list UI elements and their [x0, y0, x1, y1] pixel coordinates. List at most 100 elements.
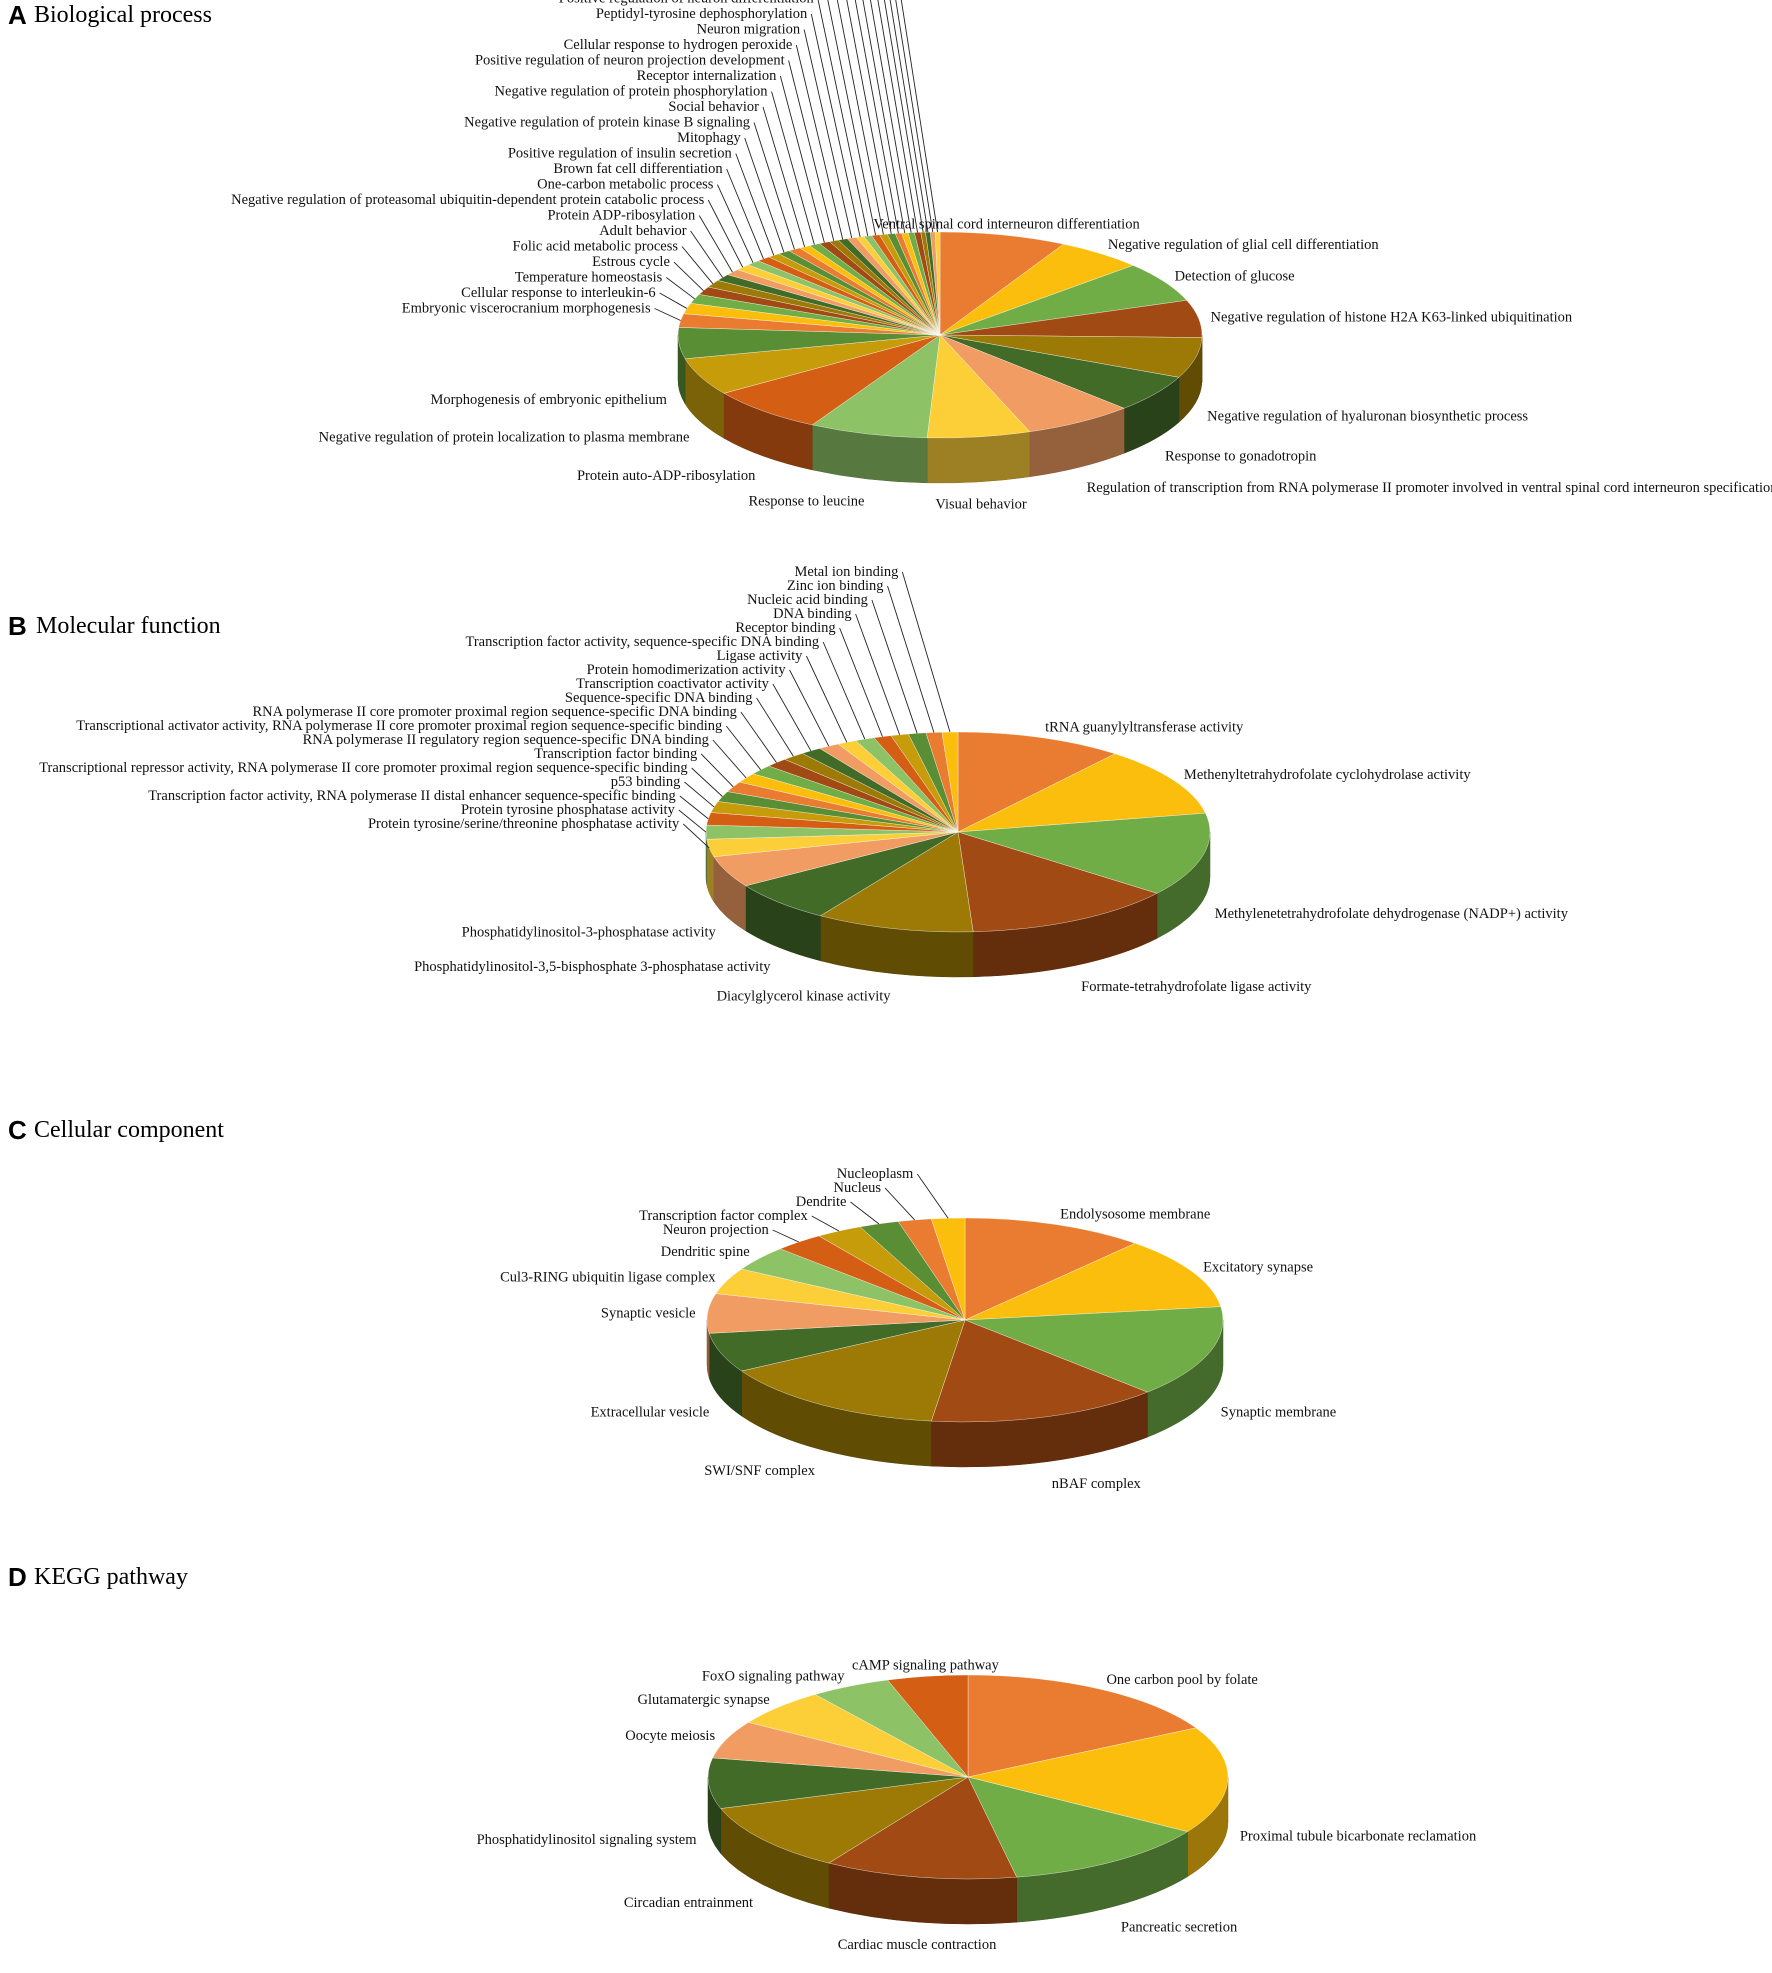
pie-side-protein-tyrosine-phosphatase-activity	[705, 831, 707, 885]
label-leader-line	[756, 697, 794, 757]
slice-label: Transcription coactivator activity	[576, 676, 769, 692]
pie-labels: Endolysosome membrane Excitatory synapse S…	[500, 1166, 1336, 1492]
slice-label: One carbon pool by folate	[1106, 1672, 1257, 1688]
pie-side-visual-behavior	[926, 431, 1031, 484]
label-leader-line	[884, 1187, 915, 1221]
label-leader-line	[855, 613, 901, 735]
slice-label: RNA polymerase II regulatory region sequ…	[303, 732, 709, 748]
pie-labels: One carbon pool by folate Proximal tubule…	[477, 1657, 1477, 1953]
pie-slices	[677, 231, 1203, 439]
slice-label: Embryonic viscerocranium morphogenesis	[402, 301, 651, 317]
label-leader-line	[707, 199, 744, 268]
label-leader-line	[681, 246, 714, 284]
slice-phosphatidylinositol-3-5-bisphosphate-3-	[745, 831, 959, 916]
slice-label: Nucleus	[834, 1180, 882, 1196]
slice-label: Negative regulation of protein kinase B …	[464, 115, 750, 131]
label-leader-line	[659, 292, 688, 309]
slice-label: Oocyte meiosis	[625, 1728, 715, 1744]
label-leader-line	[827, 0, 877, 236]
label-leader-line	[889, 0, 929, 233]
slice-label: Detection of glucose	[1175, 269, 1295, 285]
label-leader-line	[673, 261, 704, 291]
slice-response-to-leucine	[811, 334, 941, 439]
pie-slices	[706, 1217, 1224, 1423]
slice-label: Regulation of transcription from RNA pol…	[1087, 480, 1772, 496]
label-leader-line	[654, 308, 681, 321]
label-leader-line	[795, 44, 844, 240]
slice-label: Cardiac muscle contraction	[838, 1937, 997, 1953]
label-leader-line	[678, 809, 707, 833]
cellular-component-pie: Endolysosome membrane Excitatory synapse S…	[500, 1166, 1336, 1492]
slice-label: Negative regulation of protein phosphory…	[495, 84, 769, 100]
slice-label: Transcriptional activator activity, RNA …	[76, 718, 722, 734]
slice-label: Brown fat cell differentiation	[553, 161, 723, 177]
panel-molecular-function: B Molecular function tRNA guanylyltransf…	[8, 564, 1569, 1004]
panel-b-letter: B	[8, 611, 27, 641]
slice-label: cAMP signaling pathway	[852, 1657, 1000, 1673]
slice-label: Cellular response to hydrogen peroxide	[564, 37, 793, 53]
slice-label: Neuron projection	[663, 1222, 770, 1238]
slice-label: FoxO signaling pathway	[702, 1668, 845, 1684]
panel-a-letter: A	[8, 0, 27, 30]
slice-label: Cellular response to interleukin-6	[461, 285, 656, 301]
slice-pancreatic-secretion	[967, 1776, 1188, 1878]
slice-label: Response to leucine	[749, 494, 865, 510]
slice-label: Negative regulation of histone H2A K63-l…	[1211, 310, 1573, 326]
slice-diacylglycerol-kinase-activity	[820, 831, 974, 933]
slice-phosphatidylinositol-signaling-system	[707, 1757, 969, 1809]
slice-label: Cul3-RING ubiquitin ligase complex	[500, 1269, 716, 1285]
label-leader-line	[916, 1173, 949, 1219]
label-leader-line	[839, 627, 883, 737]
slice-label: Phosphatidylinositol-3,5-bisphosphate 3-…	[414, 959, 771, 975]
slice-label: Dendritic spine	[661, 1244, 750, 1260]
label-leader-line	[740, 711, 777, 763]
slice-label: Response to gonadotropin	[1165, 449, 1317, 465]
biological-process-pie: Ventral spinal cord interneuron differen…	[231, 0, 1772, 513]
slice-label: Positive regulation of neuron differenti…	[559, 0, 815, 7]
panel-d-title: KEGG pathway	[34, 1564, 188, 1590]
slice-label: Protein auto-ADP-ribosylation	[577, 468, 756, 484]
slice-label: Negative regulation of protein localizat…	[319, 430, 690, 446]
slice-label: Dendrite	[796, 1194, 847, 1210]
label-leader-line	[806, 655, 848, 743]
slice-label: Mitophagy	[677, 130, 741, 146]
slice-label: Receptor internalization	[637, 68, 777, 84]
label-leader-line	[871, 599, 918, 734]
pie-labels: Ventral spinal cord interneuron differen…	[231, 0, 1772, 513]
label-leader-line	[788, 60, 835, 241]
label-leader-line	[700, 753, 734, 788]
label-leader-line	[712, 739, 747, 779]
slice-label: nBAF complex	[1052, 1476, 1142, 1492]
slice-label: Sequence-specific DNA binding	[565, 690, 753, 706]
slice-label: Glutamatergic synapse	[638, 1692, 770, 1708]
label-leader-line	[753, 122, 795, 250]
slice-label: Positive regulation of insulin secretion	[508, 146, 733, 162]
label-leader-line	[690, 230, 723, 278]
label-leader-line	[691, 767, 723, 797]
slice-label: Negative regulation of hyaluronan biosyn…	[1207, 409, 1528, 425]
slice-one-carbon-pool-by-folate	[967, 1674, 1197, 1778]
slice-label: Methenyltetrahydrofolate cyclohydrolase …	[1184, 767, 1471, 783]
label-leader-line	[810, 13, 861, 238]
label-leader-line	[744, 137, 785, 253]
slice-label: Adult behavior	[599, 223, 687, 239]
slice-label: Protein ADP-ribosylation	[547, 208, 696, 224]
slice-label: Zinc ion binding	[787, 578, 884, 594]
slice-label: Transcription factor activity, RNA polym…	[148, 788, 676, 804]
slice-circadian-entrainment	[720, 1776, 969, 1864]
slice-label: Endolysosome membrane	[1060, 1206, 1210, 1222]
slice-label: tRNA guanylyltransferase activity	[1045, 719, 1244, 735]
slice-swi-snf-complex	[741, 1319, 966, 1422]
label-leader-line	[666, 277, 695, 300]
slice-label: Transcription factor binding	[534, 746, 697, 762]
label-leader-line	[877, 0, 918, 233]
slice-label: Ventral spinal cord interneuron differen…	[873, 216, 1140, 232]
slice-label: Temperature homeostasis	[515, 270, 663, 286]
pie-labels: tRNA guanylyltransferase activity Metheny…	[39, 564, 1568, 1004]
label-leader-line	[811, 1215, 840, 1232]
slice-proximal-tubule-bicarbonate-reclamation	[967, 1727, 1229, 1832]
slice-label: Nucleic acid binding	[747, 592, 868, 608]
slice-label: Excitatory synapse	[1203, 1259, 1313, 1275]
slice-label: Phosphatidylinositol-3-phosphatase activ…	[462, 925, 717, 941]
